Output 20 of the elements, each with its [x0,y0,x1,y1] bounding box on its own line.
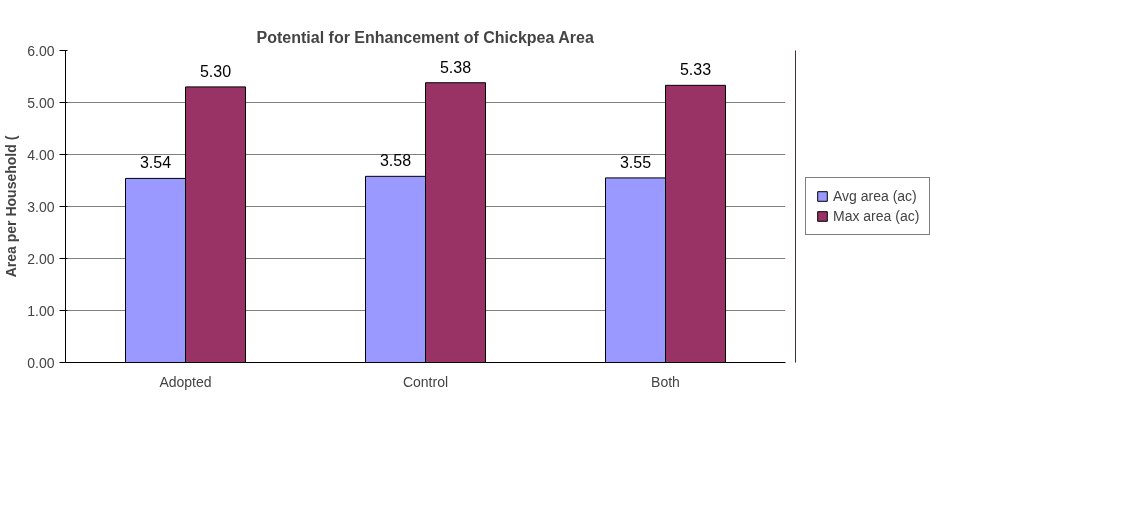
data-label: 3.58 [379,152,412,170]
data-label: 5.33 [679,61,712,79]
x-tick-label: Both [651,373,680,390]
y-axis-title: Area per Household ( [3,135,20,278]
legend-label: Avg area (ac) [833,188,917,204]
y-tick-label: 1.00 [27,302,55,319]
y-tick-label: 2.00 [27,250,55,267]
x-tick-label: Control [402,373,449,390]
data-label: 5.38 [439,58,472,76]
x-tick-label: Adopted [159,373,212,390]
y-tick-label: 6.00 [27,42,55,59]
data-label: 3.55 [619,153,652,171]
data-label: 3.54 [139,154,172,172]
y-tick-label: 5.00 [27,94,55,111]
y-tick-label: 0.00 [27,354,55,371]
legend-label: Max area (ac) [833,208,920,224]
y-tick-label: 3.00 [27,198,55,215]
chart-title: Potential for Enhancement of Chickpea Area [256,28,594,46]
data-label: 5.30 [199,62,232,80]
y-tick-label: 4.00 [27,146,55,163]
